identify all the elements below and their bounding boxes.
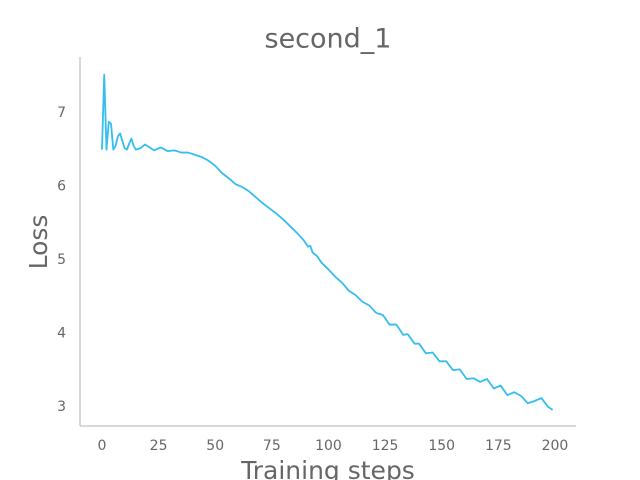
y-tick-label: 4 [57, 325, 66, 341]
chart-title: second_1 [265, 24, 392, 55]
y-axis-label: Loss [24, 215, 53, 270]
x-tick-label: 50 [206, 438, 224, 454]
line [101, 73, 554, 411]
x-tick-label: 200 [542, 438, 569, 454]
x-axis-label: Training steps [240, 456, 415, 480]
x-tick-label: 75 [263, 438, 281, 454]
x-tick-label: 125 [372, 438, 399, 454]
x-tick-label: 25 [150, 438, 168, 454]
y-tick-label: 3 [57, 399, 66, 415]
y-tick-label: 7 [57, 105, 66, 121]
y-tick-label: 6 [57, 178, 66, 194]
x-tick-label: 150 [428, 438, 455, 454]
x-tick-label: 175 [485, 438, 512, 454]
y-tick-label: 5 [57, 252, 66, 268]
x-tick-label: 100 [315, 438, 342, 454]
x-tick-label: 0 [98, 438, 107, 454]
